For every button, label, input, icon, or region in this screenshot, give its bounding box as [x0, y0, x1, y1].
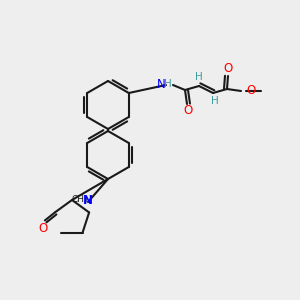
Text: CH₃: CH₃: [72, 194, 88, 203]
Text: O: O: [224, 62, 232, 76]
Text: H: H: [164, 79, 172, 89]
Text: O: O: [246, 85, 256, 98]
Text: H: H: [211, 96, 219, 106]
Text: N: N: [157, 77, 165, 91]
Text: O: O: [183, 104, 193, 118]
Text: O: O: [38, 222, 47, 235]
Text: H: H: [195, 72, 203, 82]
Text: N: N: [83, 194, 93, 208]
